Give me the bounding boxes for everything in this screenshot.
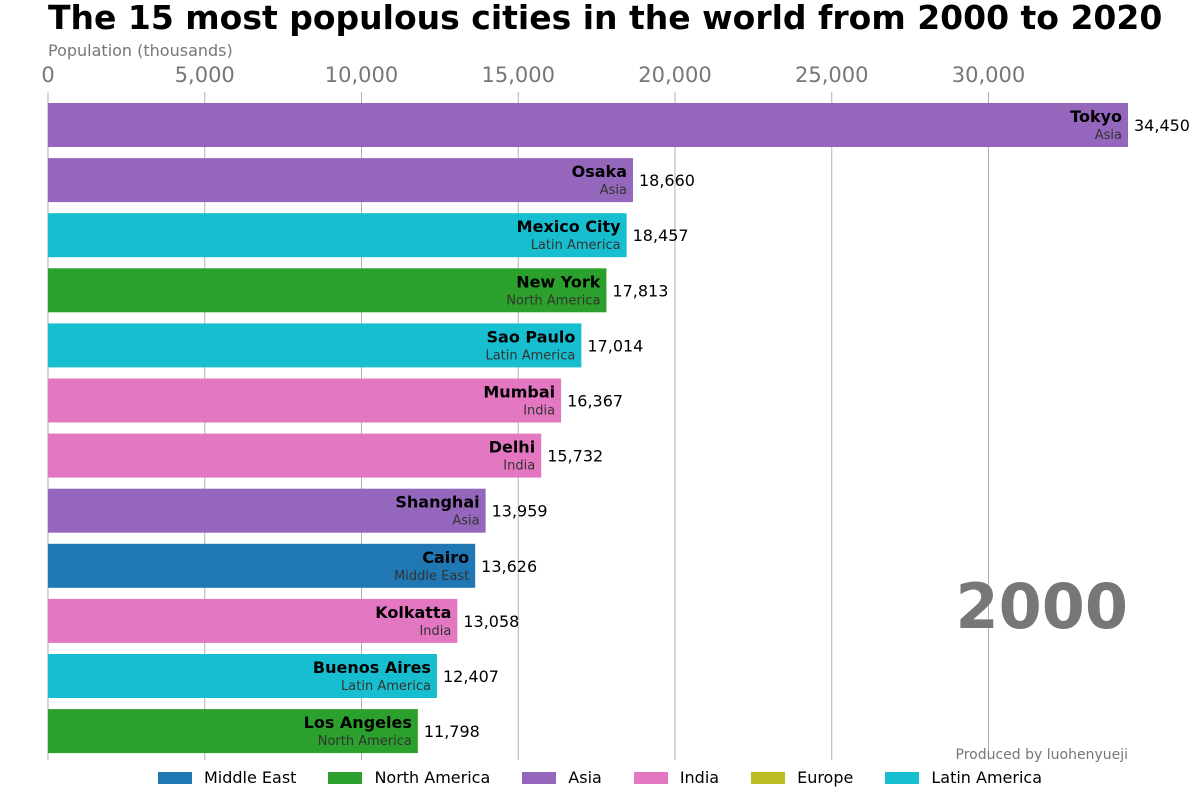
bar [48, 543, 476, 588]
bar [48, 268, 607, 313]
bar-group: New York North America 17,813 [48, 268, 668, 313]
bar-region-label: North America [318, 734, 412, 749]
bar-value-label: 17,813 [612, 281, 668, 300]
x-axis-ticks: 0 5,000 10,000 15,000 20,000 25,000 30,000 [41, 63, 1025, 87]
bar-value-label: 17,014 [587, 336, 643, 355]
legend: Middle East North America Asia India Europe L… [0, 768, 1200, 787]
bar [48, 103, 1128, 147]
bar-city-label: Mexico City [517, 217, 622, 236]
x-tick-label: 5,000 [175, 63, 235, 87]
bar-group: Osaka Asia 18,660 [48, 158, 695, 203]
x-axis-label: Population (thousands) [48, 41, 233, 60]
legend-swatch [328, 771, 363, 784]
bar-city-label: Los Angeles [304, 713, 412, 732]
bar-city-label: New York [516, 272, 601, 291]
bar [48, 378, 562, 423]
bar-region-label: Latin America [485, 348, 575, 363]
bar-group: Sao Paulo Latin America 17,014 [48, 323, 643, 368]
bar-group: Los Angeles North America 11,798 [48, 709, 480, 754]
legend-label: Asia [568, 768, 602, 787]
legend-label: India [679, 768, 720, 787]
bar [48, 488, 486, 533]
bar-city-label: Shanghai [395, 493, 479, 512]
bar-city-label: Buenos Aires [313, 658, 431, 677]
legend-item: India [633, 768, 720, 787]
bar-region-label: North America [506, 293, 600, 308]
bar-group: Shanghai Asia 13,959 [48, 488, 548, 533]
bar-city-label: Kolkatta [375, 603, 451, 622]
bar-city-label: Mumbai [483, 383, 555, 402]
legend-item: Asia [522, 768, 602, 787]
legend-swatch [751, 771, 786, 784]
bar-region-label: India [523, 404, 555, 419]
bar-region-label: Asia [452, 514, 479, 529]
bar-city-label: Sao Paulo [487, 327, 576, 346]
bar-region-label: Middle East [394, 569, 469, 584]
bar-value-label: 13,626 [481, 557, 537, 576]
bar [48, 598, 458, 643]
bar-value-label: 15,732 [547, 447, 603, 466]
bar-region-label: India [503, 459, 535, 474]
bar-city-label: Tokyo [1070, 107, 1122, 126]
legend-item: Europe [751, 768, 853, 787]
x-tick-label: 15,000 [482, 63, 555, 87]
bar-value-label: 16,367 [567, 392, 623, 411]
bar [48, 323, 582, 368]
bars: Tokyo Asia 34,450 Osaka Asia 18,660 Mexico Cit… [48, 103, 1190, 754]
bar-value-label: 12,407 [443, 667, 499, 686]
credit-text: Produced by luohenyueji [955, 747, 1128, 763]
x-tick-label: 0 [41, 63, 54, 87]
bar-region-label: Latin America [341, 679, 431, 694]
x-tick-label: 25,000 [795, 63, 868, 87]
bar [48, 433, 542, 478]
bar [48, 709, 418, 754]
x-tick-label: 10,000 [325, 63, 398, 87]
bar-value-label: 18,457 [633, 226, 689, 245]
legend-label: Latin America [931, 768, 1043, 787]
legend-label: Middle East [203, 768, 297, 787]
x-tick-label: 20,000 [638, 63, 711, 87]
bar-value-label: 34,450 [1134, 116, 1190, 135]
legend-item: Middle East [157, 768, 297, 787]
bar-city-label: Cairo [422, 548, 469, 567]
bar-group: Mumbai India 16,367 [48, 378, 623, 423]
bar-city-label: Delhi [489, 438, 536, 457]
bar-value-label: 18,660 [639, 171, 695, 190]
bar-group: Buenos Aires Latin America 12,407 [48, 654, 499, 698]
chart-title: The 15 most populous cities in the world… [48, 0, 1163, 37]
bar-group: Delhi India 15,732 [48, 433, 603, 478]
bar-city-label: Osaka [572, 162, 627, 181]
bar-value-label: 11,798 [424, 722, 480, 741]
grid-lines [47, 92, 989, 760]
legend-swatch [885, 771, 920, 784]
bar-group: Mexico City Latin America 18,457 [48, 213, 689, 258]
bar-region-label: Latin America [531, 238, 621, 253]
bar-value-label: 13,959 [492, 502, 548, 521]
bar-value-label: 13,058 [463, 612, 519, 631]
legend-item: Latin America [885, 768, 1042, 787]
year-label: 2000 [955, 570, 1128, 643]
bar-group: Kolkatta India 13,058 [48, 598, 519, 643]
legend-swatch [522, 771, 557, 784]
legend-swatch [157, 771, 192, 784]
legend-item: North America [328, 768, 490, 787]
legend-swatch [633, 771, 668, 784]
legend-label: Europe [797, 768, 854, 787]
bar-region-label: Asia [600, 183, 627, 198]
bar [48, 654, 437, 698]
bar-group: Cairo Middle East 13,626 [48, 543, 537, 588]
legend-label: North America [374, 768, 491, 787]
bar-region-label: Asia [1095, 128, 1122, 143]
bar [48, 158, 633, 203]
bar-region-label: India [419, 624, 451, 639]
x-tick-label: 30,000 [952, 63, 1025, 87]
bar-group: Tokyo Asia 34,450 [48, 103, 1190, 147]
bar [48, 213, 627, 258]
